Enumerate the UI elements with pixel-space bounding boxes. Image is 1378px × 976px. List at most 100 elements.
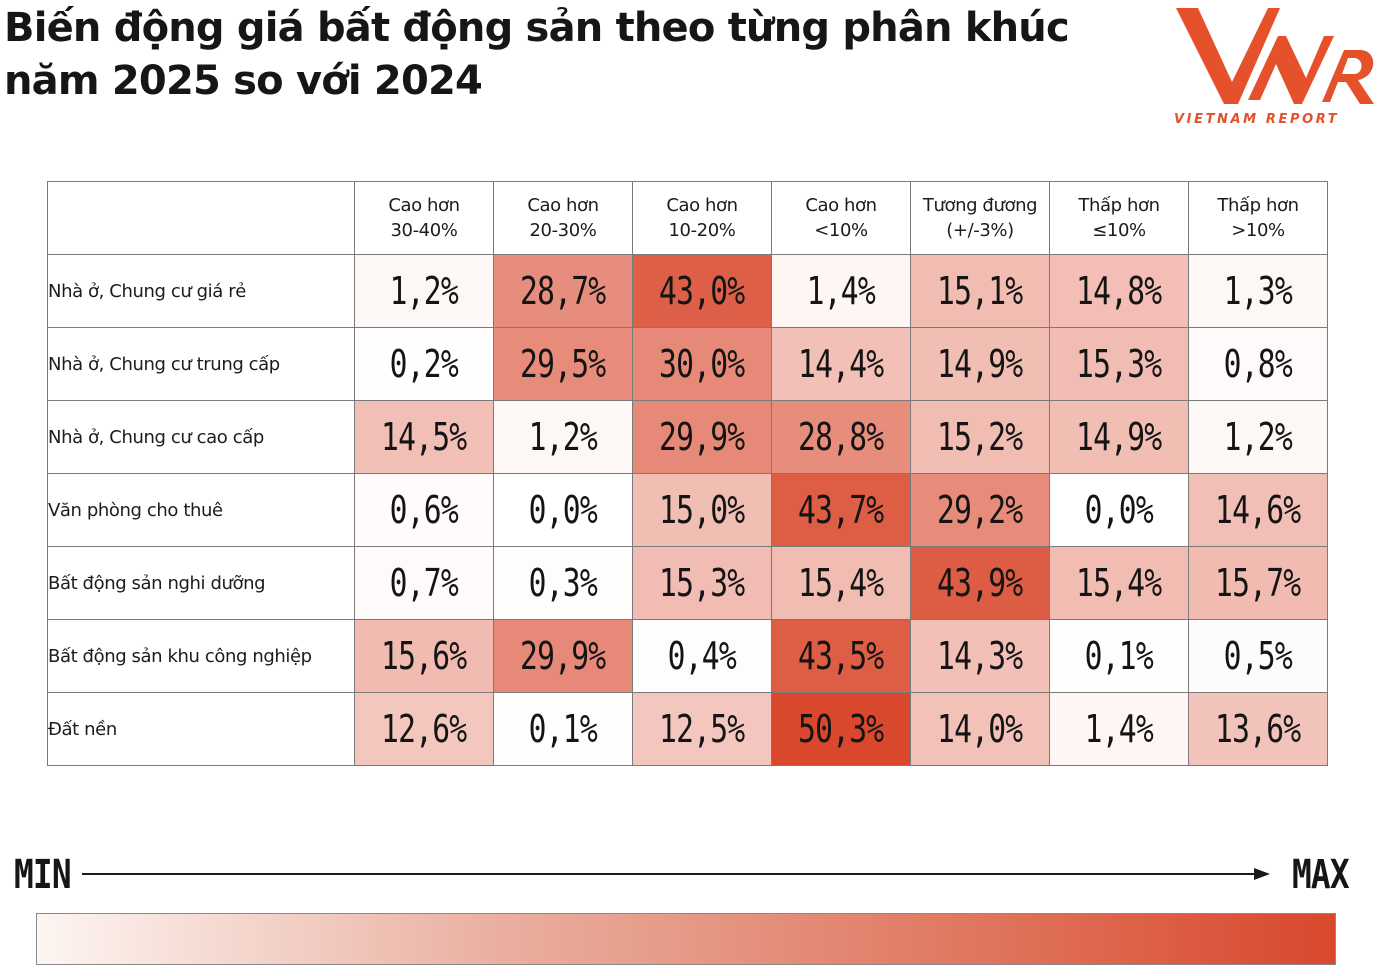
column-header: Cao hơn <10% — [771, 181, 911, 255]
cell-value-label: 14,8% — [1076, 269, 1162, 313]
cell-value-label: 15,3% — [1076, 342, 1162, 386]
heatmap-cell: 0,0% — [1049, 473, 1189, 547]
cell-value-label: 0,1% — [1084, 634, 1154, 678]
heatmap-cell: 50,3% — [771, 692, 911, 766]
row-label: Nhà ở, Chung cư cao cấp — [47, 400, 355, 474]
cell-value-label: 30,0% — [659, 342, 745, 386]
cell-value-label: 29,2% — [937, 488, 1023, 532]
header-corner — [47, 181, 355, 255]
cell-value-label: 15,0% — [659, 488, 745, 532]
column-header: Thấp hơn ≤10% — [1049, 181, 1189, 255]
heatmap-cell: 15,2% — [910, 400, 1050, 474]
table-row: Nhà ở, Chung cư trung cấp 0,2% 29,5% 30,0% 1… — [47, 327, 1328, 401]
row-label: Nhà ở, Chung cư trung cấp — [47, 327, 355, 401]
column-header-line: Tương đương — [922, 195, 1038, 216]
cell-value-label: 14,5% — [381, 415, 467, 459]
heatmap-cell: 28,7% — [493, 254, 633, 328]
table-row: Văn phòng cho thuê 0,6% 0,0% 15,0% 43,7% 29,2… — [47, 473, 1328, 547]
cell-value-label: 1,2% — [528, 415, 598, 459]
legend-gradient-bar — [36, 913, 1336, 965]
legend-min-label: MIN — [14, 852, 72, 898]
cell-value-label: 50,3% — [798, 707, 884, 751]
heatmap-cell: 0,8% — [1188, 327, 1328, 401]
column-header: Cao hơn 10-20% — [632, 181, 772, 255]
vnr-logo-mark — [1176, 8, 1374, 104]
column-header-line: Thấp hơn — [1078, 195, 1160, 216]
cell-value-label: 1,2% — [389, 269, 459, 313]
heatmap-cell: 15,3% — [1049, 327, 1189, 401]
heatmap-cell: 14,3% — [910, 619, 1050, 693]
cell-value-label: 0,0% — [528, 488, 598, 532]
table-row: Bất động sản nghi dưỡng 0,7% 0,3% 15,3% 15,4… — [47, 546, 1328, 620]
heatmap-cell: 0,2% — [354, 327, 494, 401]
cell-value-label: 0,0% — [1084, 488, 1154, 532]
heatmap-cell: 43,9% — [910, 546, 1050, 620]
heatmap-cell: 0,0% — [493, 473, 633, 547]
heatmap-cell: 13,6% — [1188, 692, 1328, 766]
column-header: Tương đương (+/-3%) — [910, 181, 1050, 255]
heatmap-cell: 29,2% — [910, 473, 1050, 547]
heatmap-cell: 43,7% — [771, 473, 911, 547]
heatmap-cell: 43,5% — [771, 619, 911, 693]
column-header-line: >10% — [1231, 220, 1285, 241]
cell-value-label: 12,5% — [659, 707, 745, 751]
row-label: Bất động sản nghi dưỡng — [47, 546, 355, 620]
heatmap-cell: 28,8% — [771, 400, 911, 474]
cell-value-label: 1,4% — [1084, 707, 1154, 751]
cell-value-label: 28,8% — [798, 415, 884, 459]
heatmap-cell: 15,0% — [632, 473, 772, 547]
heatmap-cell: 0,1% — [493, 692, 633, 766]
heatmap-body: Nhà ở, Chung cư giá rẻ 1,2% 28,7% 43,0% 1,4%… — [47, 254, 1328, 766]
table-row: Đất nền 12,6% 0,1% 12,5% 50,3% 14,0% 1,4% 13,6% — [47, 692, 1328, 766]
cell-value-label: 29,9% — [520, 634, 606, 678]
chart-title: Biến động giá bất động sản theo từng phâ… — [4, 2, 1114, 108]
heatmap-cell: 1,2% — [1188, 400, 1328, 474]
cell-value-label: 43,0% — [659, 269, 745, 313]
cell-value-label: 14,4% — [798, 342, 884, 386]
heatmap-cell: 1,2% — [493, 400, 633, 474]
cell-value-label: 0,3% — [528, 561, 598, 605]
column-header-line: Cao hơn — [666, 195, 738, 216]
heatmap-cell: 1,4% — [1049, 692, 1189, 766]
row-label: Văn phòng cho thuê — [47, 473, 355, 547]
cell-value-label: 14,0% — [937, 707, 1023, 751]
heatmap-cell: 14,4% — [771, 327, 911, 401]
heatmap-cell: 0,3% — [493, 546, 633, 620]
cell-value-label: 1,4% — [806, 269, 876, 313]
cell-value-label: 14,9% — [937, 342, 1023, 386]
column-header-line: Cao hơn — [388, 195, 460, 216]
row-label: Bất động sản khu công nghiệp — [47, 619, 355, 693]
heatmap-cell: 15,7% — [1188, 546, 1328, 620]
heatmap-cell: 15,4% — [1049, 546, 1189, 620]
heatmap-cell: 0,4% — [632, 619, 772, 693]
heatmap-cell: 1,4% — [771, 254, 911, 328]
heatmap-cell: 1,2% — [354, 254, 494, 328]
cell-value-label: 15,6% — [381, 634, 467, 678]
cell-value-label: 15,7% — [1215, 561, 1301, 605]
heatmap-cell: 30,0% — [632, 327, 772, 401]
heatmap-cell: 14,8% — [1049, 254, 1189, 328]
heatmap-cell: 14,9% — [910, 327, 1050, 401]
heatmap-cell: 0,6% — [354, 473, 494, 547]
heatmap-cell: 29,9% — [632, 400, 772, 474]
title-line-2: năm 2025 so với 2024 — [4, 58, 483, 104]
cell-value-label: 0,1% — [528, 707, 598, 751]
heatmap-cell: 15,6% — [354, 619, 494, 693]
cell-value-label: 14,6% — [1215, 488, 1301, 532]
column-header-line: 20-30% — [529, 220, 597, 241]
cell-value-label: 29,5% — [520, 342, 606, 386]
heatmap-cell: 12,6% — [354, 692, 494, 766]
cell-value-label: 12,6% — [381, 707, 467, 751]
cell-value-label: 13,6% — [1215, 707, 1301, 751]
heatmap-cell: 15,4% — [771, 546, 911, 620]
column-header-line: Thấp hơn — [1217, 195, 1299, 216]
table-row: Nhà ở, Chung cư cao cấp 14,5% 1,2% 29,9% 28,… — [47, 400, 1328, 474]
heatmap-cell: 0,1% — [1049, 619, 1189, 693]
column-header-line: 10-20% — [668, 220, 736, 241]
heatmap-cell: 12,5% — [632, 692, 772, 766]
heatmap-cell: 14,9% — [1049, 400, 1189, 474]
cell-value-label: 0,2% — [389, 342, 459, 386]
column-header-line: Cao hơn — [527, 195, 599, 216]
column-header: Cao hơn 30-40% — [354, 181, 494, 255]
column-header-line: (+/-3%) — [946, 220, 1014, 241]
